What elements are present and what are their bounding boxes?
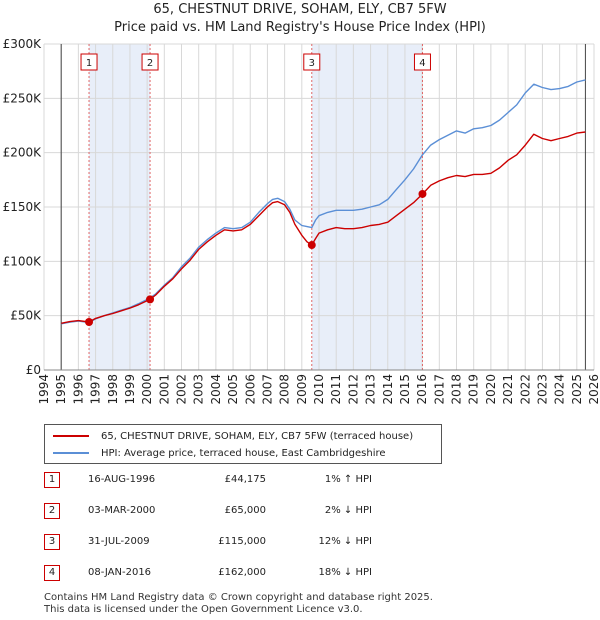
table-row: 3 31-JUL-2009 £115,000 12% ↓ HPI — [0, 532, 600, 552]
y-tick-label: £100K — [3, 254, 43, 268]
x-tick-label: 2001 — [157, 374, 171, 405]
x-tick-label: 2015 — [398, 374, 412, 405]
x-tick-label: 1999 — [123, 374, 137, 405]
x-tick-label: 1994 — [37, 374, 51, 405]
x-tick-label: 1995 — [54, 374, 68, 405]
transaction-hpi-diff: 18% ↓ HPI — [318, 567, 372, 578]
x-tick-label: 2016 — [415, 374, 429, 405]
x-tick-label: 2008 — [278, 374, 292, 405]
y-tick-label: £50K — [10, 309, 42, 323]
x-tick-label: 2020 — [484, 374, 498, 405]
chart-title: 65, CHESTNUT DRIVE, SOHAM, ELY, CB7 5FW — [153, 2, 447, 17]
x-tick-label: 2024 — [553, 374, 567, 405]
x-tick-label: 1998 — [106, 374, 120, 405]
x-tick-label: 2010 — [312, 374, 326, 405]
table-row: 1 16-AUG-1996 £44,175 1% ↑ HPI — [0, 470, 600, 490]
transaction-price: £115,000 — [218, 536, 266, 547]
marker-label: 3 — [309, 58, 315, 69]
marker-label-box: 4 — [413, 53, 431, 71]
transaction-number-badge: 4 — [44, 565, 60, 581]
transaction-point — [85, 317, 94, 326]
x-tick-label: 2014 — [381, 374, 395, 405]
footer-line-copyright: Contains HM Land Registry data © Crown c… — [44, 592, 433, 603]
x-tick-label: 1996 — [71, 374, 85, 405]
transaction-point — [418, 189, 427, 198]
y-tick-label: £0 — [26, 363, 41, 377]
marker-label: 4 — [419, 58, 425, 69]
x-tick-label: 2003 — [192, 374, 206, 405]
transaction-date: 31-JUL-2009 — [88, 536, 150, 547]
legend-label-property: 65, CHESTNUT DRIVE, SOHAM, ELY, CB7 5FW … — [101, 430, 414, 442]
transaction-hpi-diff: 12% ↓ HPI — [318, 536, 372, 547]
x-tick-label: 2021 — [501, 374, 515, 405]
marker-box — [141, 53, 159, 71]
x-tick-label: 2005 — [226, 374, 240, 405]
table-row: 4 08-JAN-2016 £162,000 18% ↓ HPI — [0, 563, 600, 583]
marker-box — [303, 53, 321, 71]
y-tick-label: £200K — [3, 146, 43, 160]
x-tick-label: 2018 — [450, 374, 464, 405]
marker-label-box: 2 — [141, 53, 159, 71]
y-tick-label: £300K — [3, 37, 43, 51]
x-tick-label: 2026 — [587, 374, 600, 405]
marker-label: 2 — [147, 58, 153, 69]
x-tick-label: 2022 — [518, 374, 532, 405]
transaction-date: 16-AUG-1996 — [88, 474, 156, 485]
transaction-price: £65,000 — [224, 505, 266, 516]
transaction-price: £44,175 — [224, 474, 266, 485]
transaction-number-badge: 2 — [44, 503, 60, 519]
x-tick-label: 2006 — [243, 374, 257, 405]
transaction-number-badge: 3 — [44, 534, 60, 550]
legend-label-hpi: HPI: Average price, terraced house, East… — [101, 447, 386, 459]
footer-attribution: Contains HM Land Registry data © Crown c… — [44, 592, 433, 616]
transaction-price: £162,000 — [218, 567, 266, 578]
table-row: 2 03-MAR-2000 £65,000 2% ↓ HPI — [0, 501, 600, 521]
x-tick-label: 1997 — [89, 374, 103, 405]
x-tick-label: 2000 — [140, 374, 154, 405]
marker-box — [413, 53, 431, 71]
x-tick-label: 2023 — [535, 374, 549, 405]
x-tick-label: 2012 — [346, 374, 360, 405]
legend-swatch-property — [53, 435, 89, 437]
x-tick-label: 2011 — [329, 374, 343, 405]
series-line-hpi — [61, 79, 586, 325]
x-tick-label: 2025 — [570, 374, 584, 405]
x-tick-label: 2013 — [364, 374, 378, 405]
legend-item-property: 65, CHESTNUT DRIVE, SOHAM, ELY, CB7 5FW … — [53, 428, 413, 444]
x-tick-label: 2004 — [209, 374, 223, 405]
marker-label: 1 — [86, 58, 92, 69]
marker-label-box: 3 — [303, 53, 321, 71]
x-tick-label: 2019 — [467, 374, 481, 405]
footer-line-licence: This data is licensed under the Open Gov… — [44, 604, 363, 615]
x-tick-label: 2002 — [175, 374, 189, 405]
transaction-date: 03-MAR-2000 — [88, 505, 156, 516]
chart-subtitle: Price paid vs. HM Land Registry's House … — [114, 20, 486, 35]
x-tick-label: 2009 — [295, 374, 309, 405]
transaction-hpi-diff: 2% ↓ HPI — [324, 505, 372, 516]
marker-box — [80, 53, 98, 71]
marker-label-box: 1 — [80, 53, 98, 71]
transaction-point — [146, 295, 155, 304]
legend-item-hpi: HPI: Average price, terraced house, East… — [53, 445, 386, 461]
legend: 65, CHESTNUT DRIVE, SOHAM, ELY, CB7 5FW … — [44, 424, 442, 464]
x-tick-label: 2007 — [260, 374, 274, 405]
transaction-hpi-diff: 1% ↑ HPI — [324, 474, 372, 485]
legend-swatch-hpi — [53, 452, 89, 454]
x-tick-label: 2017 — [432, 374, 446, 405]
transaction-number-badge: 1 — [44, 472, 60, 488]
y-tick-label: £150K — [3, 200, 43, 214]
transaction-point — [307, 241, 316, 250]
transaction-date: 08-JAN-2016 — [88, 567, 152, 578]
y-tick-label: £250K — [3, 91, 43, 105]
